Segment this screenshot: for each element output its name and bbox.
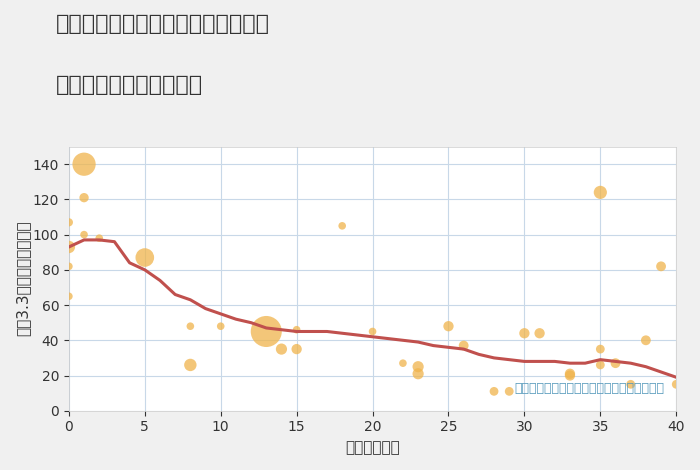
Point: [63, 219, 74, 226]
Point: [519, 329, 530, 337]
Point: [610, 360, 621, 367]
Point: [94, 235, 105, 242]
Point: [503, 388, 514, 395]
Point: [625, 381, 636, 388]
Text: 築年数別中古戸建て価格: 築年数別中古戸建て価格: [56, 75, 203, 95]
Y-axis label: 坪（3.3㎡）単価（万円）: 坪（3.3㎡）単価（万円）: [15, 221, 30, 337]
Point: [78, 231, 90, 238]
Text: 福岡県北九州市小倉北区朝日ヶ丘の: 福岡県北九州市小倉北区朝日ヶ丘の: [56, 14, 270, 34]
Point: [655, 263, 666, 270]
Point: [78, 160, 90, 168]
Point: [63, 292, 74, 300]
Point: [640, 337, 652, 344]
Text: 円の大きさは、取引のあった物件面積を示す: 円の大きさは、取引のあった物件面積を示す: [514, 382, 664, 395]
Point: [276, 345, 287, 353]
Point: [458, 342, 469, 349]
Point: [489, 388, 500, 395]
Point: [63, 243, 74, 251]
Point: [260, 328, 272, 335]
Point: [337, 222, 348, 230]
Point: [139, 254, 150, 261]
Point: [595, 345, 606, 353]
Point: [398, 360, 409, 367]
Point: [291, 345, 302, 353]
Point: [185, 322, 196, 330]
Point: [412, 370, 423, 377]
Point: [185, 361, 196, 368]
Point: [534, 329, 545, 337]
Point: [412, 363, 423, 370]
Point: [564, 372, 575, 379]
Point: [63, 263, 74, 270]
Point: [595, 188, 606, 196]
Point: [215, 322, 226, 330]
X-axis label: 築年数（年）: 築年数（年）: [345, 440, 400, 455]
Point: [443, 322, 454, 330]
Point: [291, 326, 302, 334]
Point: [595, 361, 606, 368]
Point: [564, 370, 575, 377]
Point: [671, 381, 682, 388]
Point: [367, 328, 378, 335]
Point: [78, 194, 90, 202]
